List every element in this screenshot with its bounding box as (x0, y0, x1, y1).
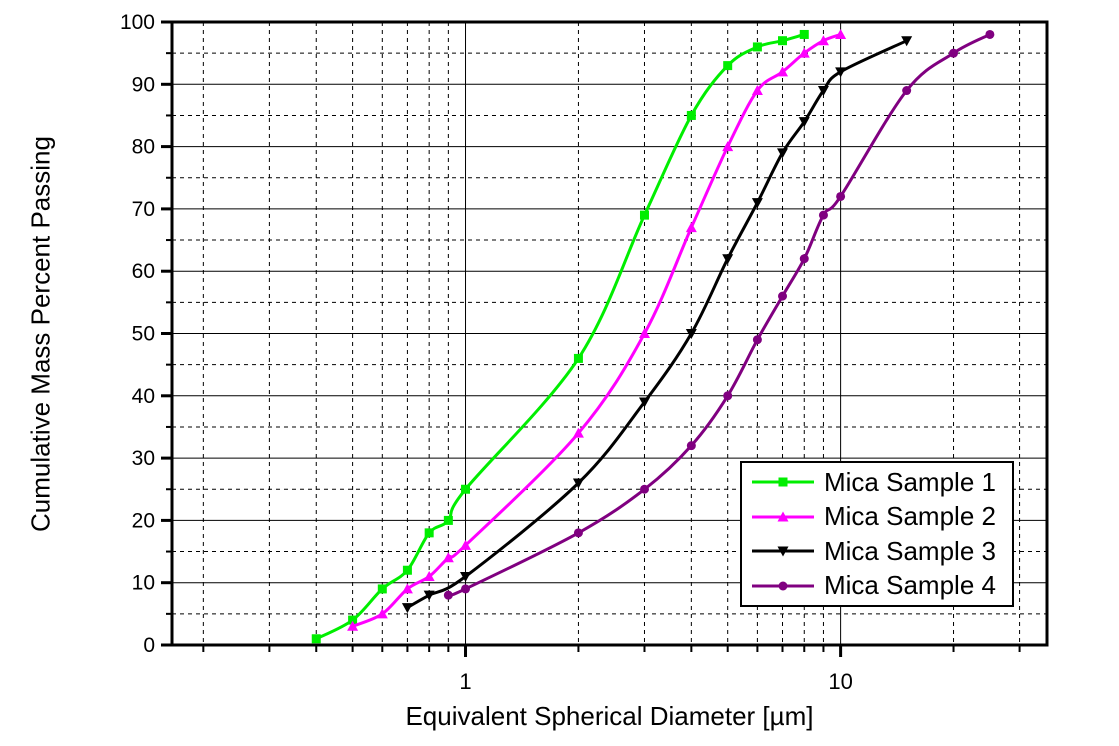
legend-label: Mica Sample 3 (824, 535, 996, 566)
legend-swatch-triangle-up (752, 511, 814, 522)
series-3 (401, 36, 913, 614)
x-tick-label: 1 (459, 669, 471, 694)
y-tick-label: 20 (132, 509, 155, 532)
legend-label: Mica Sample 2 (824, 501, 996, 532)
y-tick-label: 30 (132, 447, 155, 470)
y-tick-label: 80 (132, 136, 155, 159)
y-axis-title: Cumulative Mass Percent Passing (25, 136, 56, 532)
series-1 (311, 29, 809, 644)
legend-entry-4: Mica Sample 4 (742, 570, 1012, 601)
series-line-2 (352, 33, 842, 628)
legend-label: Mica Sample 4 (824, 570, 996, 601)
y-tick-label: 60 (132, 260, 155, 283)
legend-swatch-triangle-down (752, 546, 814, 557)
y-tick-label: 10 (132, 572, 155, 595)
y-tick-label: 70 (132, 198, 155, 221)
legend-swatch-circle (752, 581, 814, 591)
series-2 (347, 28, 847, 631)
series-line-1 (315, 33, 805, 641)
x-tick-label: 10 (828, 669, 852, 694)
legend-swatch-square (752, 477, 814, 487)
legend: Mica Sample 1 Mica Sample 2 Mica Sample 3 M… (740, 461, 1014, 607)
x-axis-title: Equivalent Spherical Diameter [µm] (405, 701, 814, 731)
y-tick-label: 90 (132, 73, 155, 96)
y-tick-label: 40 (132, 385, 155, 408)
y-tick-label: 100 (120, 11, 155, 34)
legend-label: Mica Sample 1 (824, 466, 996, 497)
y-tick-label: 50 (132, 323, 155, 346)
legend-entry-3: Mica Sample 3 (742, 536, 1012, 567)
series-4 (443, 29, 995, 600)
y-tick-label: 0 (143, 634, 155, 657)
legend-entry-2: Mica Sample 2 (742, 501, 1012, 532)
legend-entry-1: Mica Sample 1 (742, 467, 1012, 498)
